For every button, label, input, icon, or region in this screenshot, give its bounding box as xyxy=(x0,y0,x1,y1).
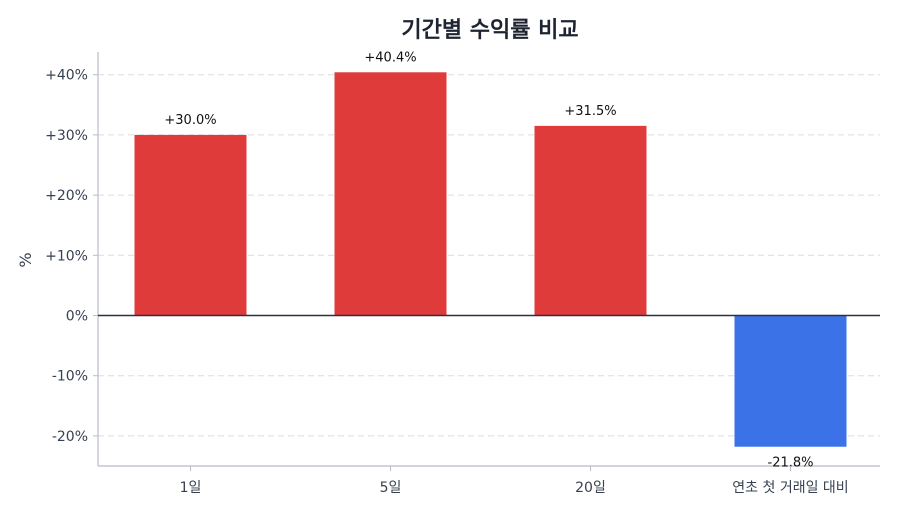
data-label-1: +30.0% xyxy=(164,113,216,128)
tick-labels: +40% +30% +20% +10% 0% -10% -20% 1일 5일 20일 연초 첫 거래… xyxy=(45,68,849,496)
bar-3 xyxy=(534,125,647,316)
x-tick-label-3: 20일 xyxy=(575,480,606,496)
bar-1 xyxy=(134,134,247,316)
x-tick-label-4: 연초 첫 거래일 대비 xyxy=(732,480,848,496)
bars xyxy=(134,72,847,447)
y-tick-label: +30% xyxy=(45,128,88,144)
data-labels: +30.0% +40.4% +31.5% -21.8% xyxy=(164,50,813,470)
chart-title: 기간별 수익률 비교 xyxy=(401,18,578,43)
y-tick-label: +20% xyxy=(45,188,88,204)
x-tick-label-1: 1일 xyxy=(180,480,202,496)
y-axis-label: % xyxy=(16,252,35,267)
y-tick-label: +40% xyxy=(45,68,88,84)
data-label-3: +31.5% xyxy=(564,104,616,119)
data-label-4: -21.8% xyxy=(768,456,814,471)
y-tick-label: -20% xyxy=(52,429,88,445)
bar-2 xyxy=(334,72,447,316)
data-label-2: +40.4% xyxy=(364,50,416,65)
y-tick-label: -10% xyxy=(52,369,88,385)
x-tick-label-2: 5일 xyxy=(380,480,402,496)
bar-4 xyxy=(734,315,847,447)
y-tick-label: +10% xyxy=(45,248,88,264)
axes xyxy=(97,52,880,467)
y-tick-label: 0% xyxy=(66,309,88,325)
